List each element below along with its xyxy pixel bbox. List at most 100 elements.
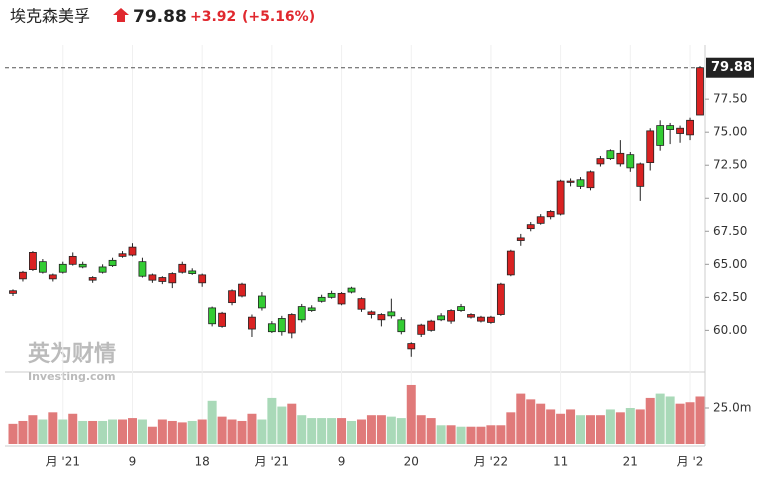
volume-bar [167,420,177,444]
volume-bar [436,425,446,444]
candle-body [516,237,525,241]
candle-body [586,171,595,189]
candle-body [228,290,236,304]
x-tick-label: 20 [404,455,419,469]
candle-body [297,306,306,321]
volume-bar [446,425,456,444]
watermark: 英为财情 [28,341,116,367]
candle-body [626,154,635,169]
candle-body [666,125,675,130]
candle-body [258,295,266,309]
x-tick-label: 月 '21 [255,455,289,469]
volume-bar [48,412,58,444]
volume-bar [585,415,595,444]
volume-bar [147,426,157,444]
volume-bar [356,419,366,444]
x-tick-label: 21 [623,455,638,469]
volume-bar [307,418,317,444]
volume-bar [625,408,635,444]
y-tick-label: 67.50 [713,224,747,238]
y-tick-label: 75.00 [713,125,747,139]
volume-bar [416,415,426,444]
candle-body [248,316,256,330]
volume-bar [197,419,207,444]
candle-body [188,270,197,274]
candle-body [58,263,67,273]
candle-body [19,271,27,280]
volume-bar [347,420,357,444]
candle-body [78,263,87,268]
candle-body [447,310,455,322]
candle-body [307,307,316,311]
volume-bar [177,422,187,444]
watermark-sub: Investing.com [28,370,116,383]
volume-bar [595,415,605,444]
candle-body [646,130,655,163]
volume-bar [516,393,526,444]
candle-body [267,323,276,333]
last-price-label: 79.88 [711,60,752,75]
volume-bar [58,419,68,444]
change-pct: (+5.16%) [242,9,315,25]
candle-body [636,163,645,187]
volume-bar [227,419,237,444]
candle-body [437,315,446,321]
candle-body [506,250,515,276]
candle-body [357,298,366,310]
volume-bar [68,413,78,444]
x-tick-label: 月 '21 [46,455,80,469]
volume-bar [566,409,576,444]
volume-bar [376,415,386,444]
volume-bar [486,425,496,444]
volume-bar [18,420,28,444]
volume-bar [187,420,197,444]
candle-body [178,263,187,273]
candle-body [457,306,465,311]
candle-body [238,283,246,297]
candle-body [9,290,17,294]
candle-body [656,125,665,146]
candle-body [387,311,396,317]
y-tick-label: 65.00 [713,257,747,271]
candle-body [98,266,107,273]
volume-bar [88,420,98,444]
candle-body [526,224,535,230]
volume-bar [257,419,267,444]
candle-body [347,287,356,293]
volume-bar [675,403,685,444]
candle-body [118,253,127,257]
candle-body [686,119,694,136]
volume-bar [695,396,705,444]
volume-bar [466,426,476,444]
volume-bar [366,415,376,444]
volume-bar [406,384,416,444]
volume-bar [277,406,287,444]
candle-body [168,273,177,284]
candle-body [68,255,77,265]
volume-bar [605,409,615,444]
volume-bar [38,419,48,444]
volume-bar [207,400,217,444]
volume-bar [237,420,247,444]
candle-body [496,283,505,315]
candle-body [487,316,495,323]
volume-bar [476,426,486,444]
candle-body [467,314,475,318]
x-tick-label: 18 [195,455,210,469]
volume-bar [297,415,307,444]
change: +3.92 [190,9,236,25]
chart-title: 埃克森美孚 [10,7,90,26]
candle-body [128,246,137,256]
y-tick-label: 62.50 [713,290,747,304]
candle-body [566,180,575,183]
volume-bar [496,425,506,444]
candle-body [88,277,97,281]
candle-body [367,311,376,315]
x-tick-label: 月 '22 [474,455,508,469]
y-tick-label: 77.50 [713,92,747,106]
volume-bar [217,416,227,444]
candle-body [48,274,57,280]
y-tick-label: 70.00 [713,191,747,205]
candle-body [158,277,167,282]
candle-body [417,324,426,335]
